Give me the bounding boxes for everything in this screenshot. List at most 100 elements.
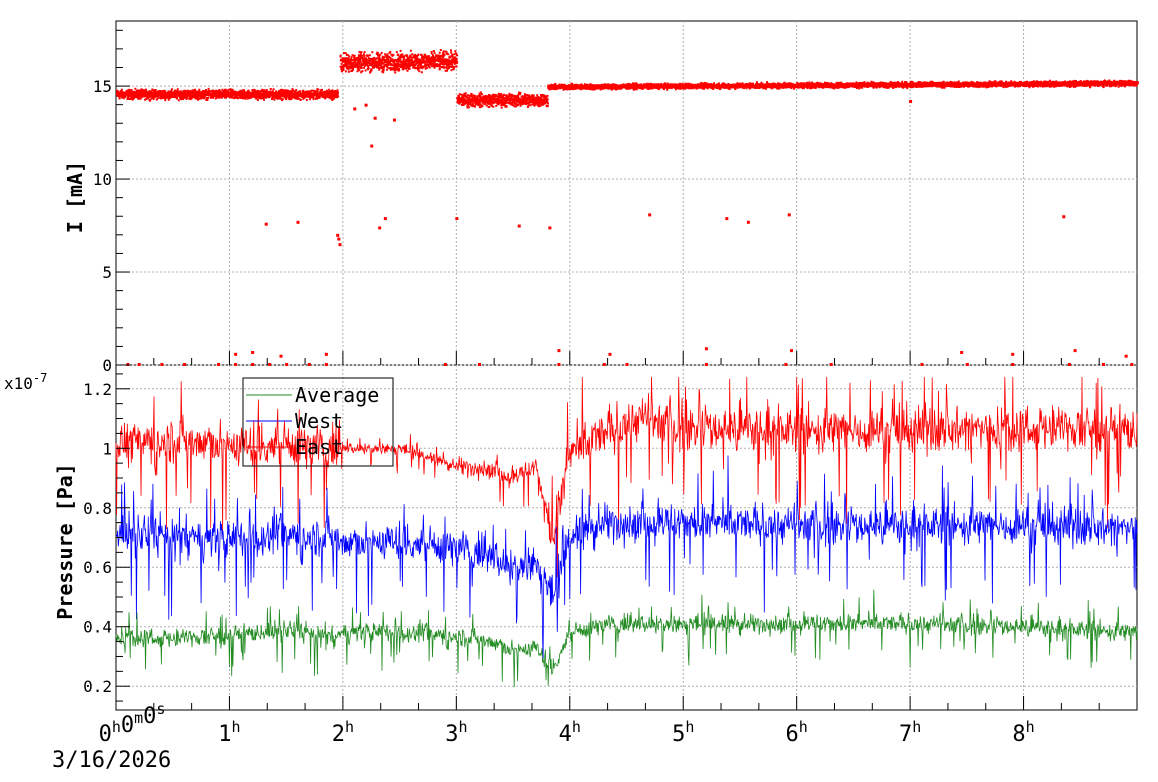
current-point — [456, 91, 549, 109]
current-outlier-point — [909, 99, 913, 103]
current-series — [116, 49, 1139, 366]
current-point — [547, 79, 1139, 91]
exponent-power: -7 — [33, 371, 47, 385]
y-tick-label-pressure: 0.2 — [83, 677, 112, 696]
x-tick-digit: 0 — [121, 713, 134, 738]
current-outlier-point — [296, 220, 300, 224]
current-outlier-point — [353, 107, 357, 111]
current-outlier-point — [517, 224, 521, 228]
current-zero-point — [285, 363, 289, 366]
y-tick-label-pressure: 1.2 — [83, 380, 112, 399]
x-tick-digit: 0 — [143, 704, 156, 729]
current-zero-point — [1011, 363, 1015, 366]
current-outlier-point — [373, 116, 377, 120]
current-near-zero-point — [1011, 352, 1015, 356]
current-zero-point — [1067, 363, 1071, 366]
pressure-series-west — [115, 455, 1138, 661]
current-zero-point — [324, 363, 328, 366]
x-tick-label: 5h — [672, 718, 694, 747]
current-zero-point — [137, 363, 141, 366]
x-tick-unit: h — [232, 718, 241, 736]
current-zero-point — [251, 363, 255, 366]
x-tick-label: 8h — [1012, 718, 1034, 747]
y-tick-label-pressure: 0.6 — [83, 558, 112, 577]
x-tick-digit: 7 — [899, 722, 912, 747]
y-tick-label-pressure: 0.4 — [83, 618, 112, 637]
current-zero-point — [217, 363, 221, 366]
pressure-series-east — [115, 376, 1138, 578]
y-tick-label-current: 15 — [93, 77, 112, 96]
current-zero-point — [1101, 363, 1105, 366]
current-near-zero-point — [960, 350, 964, 354]
x-tick-digit: 2 — [332, 722, 345, 747]
current-outlier-point — [548, 226, 552, 230]
current-near-zero-point — [234, 352, 238, 356]
current-near-zero-point — [279, 354, 283, 358]
x-tick-digit: 6 — [786, 722, 799, 747]
y-tick-label-pressure: 0.8 — [83, 499, 112, 518]
current-zero-point — [307, 363, 311, 366]
legend-label-east: East — [295, 435, 343, 459]
x-tick-unit: h — [799, 718, 808, 736]
current-outlier-point — [264, 222, 268, 226]
x-tick-unit: m — [134, 709, 143, 727]
legend-label-average: Average — [295, 383, 379, 407]
x-tick-unit: h — [345, 718, 354, 736]
current-zero-point — [1130, 363, 1134, 366]
current-zero-point — [234, 363, 238, 366]
current-near-zero-point — [557, 349, 561, 353]
y-axis-title-pressure: Pressure [Pa] — [53, 463, 77, 620]
x-tick-label: 6h — [786, 718, 808, 747]
current-zero-point — [557, 363, 561, 366]
current-zero-point — [704, 363, 708, 366]
x-tick-unit: h — [1026, 718, 1035, 736]
pressure-series-average — [115, 589, 1138, 688]
current-point — [116, 87, 340, 102]
current-near-zero-point — [608, 352, 612, 356]
y-axis-title-current: I [mA] — [63, 161, 87, 233]
x-tick-label: 0h0m0s — [99, 700, 166, 747]
current-outlier-point — [364, 103, 368, 107]
x-tick-unit: h — [112, 718, 121, 736]
y-tick-label-current: 10 — [93, 170, 112, 189]
current-outlier-point — [392, 118, 396, 122]
x-tick-label: 2h — [332, 718, 354, 747]
current-near-zero-point — [789, 349, 793, 353]
x-tick-digit: 5 — [672, 722, 685, 747]
current-near-zero-point — [704, 347, 708, 351]
x-tick-digit: 3 — [445, 722, 458, 747]
x-tick-unit: h — [912, 718, 921, 736]
y-exponent-label: x10-7 — [4, 371, 47, 393]
x-tick-unit: h — [572, 718, 581, 736]
current-near-zero-point — [324, 352, 328, 356]
y-tick-label-current: 0 — [102, 356, 112, 375]
exponent-base: x10 — [4, 374, 33, 393]
x-tick-label: 7h — [899, 718, 921, 747]
x-tick-digit: 4 — [559, 722, 572, 747]
current-near-zero-point — [1073, 349, 1077, 353]
current-outlier-point — [338, 243, 342, 247]
current-zero-point — [965, 363, 969, 366]
current-outlier-point — [370, 144, 374, 148]
x-tick-digit: 1 — [218, 722, 231, 747]
current-outlier-point — [337, 237, 341, 241]
current-zero-point — [478, 363, 482, 366]
y-tick-label-pressure: 1 — [102, 439, 112, 458]
current-zero-point — [625, 363, 629, 366]
legend-label-west: West — [295, 409, 343, 433]
x-tick-label: 1h — [218, 718, 240, 747]
x-tick-label: 4h — [559, 718, 581, 747]
current-zero-point — [183, 363, 187, 366]
current-outlier-point — [648, 213, 652, 217]
current-zero-point — [920, 363, 924, 366]
current-near-zero-point — [1124, 354, 1128, 358]
x-tick-digit: 8 — [1012, 722, 1025, 747]
x-tick-unit: h — [458, 718, 467, 736]
current-zero-point — [829, 363, 833, 366]
current-zero-point — [602, 363, 606, 366]
legend-box — [242, 377, 394, 467]
current-near-zero-point — [251, 350, 255, 354]
